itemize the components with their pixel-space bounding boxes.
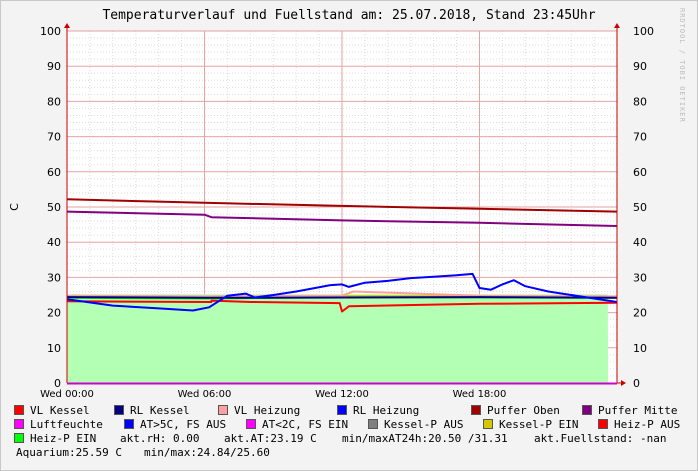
y-tick-label-left: 80 [47,95,61,108]
series-line-puffer-oben [66,198,618,213]
y-tick-label-left: 20 [47,307,61,320]
y-tick-label-left: 90 [47,60,61,73]
legend-item-kessel-p-aus: Kessel-P AUS [368,418,463,432]
legend-swatch [114,405,124,415]
series-line-rl-heizung [66,272,618,312]
stat-minmax-aquarium: min/max:24.84/25.60 [144,446,270,459]
legend-swatch [598,419,608,429]
stat-fuellstand: akt.Fuellstand: -nan [534,432,667,445]
x-tick-label: Wed 18:00 [453,389,507,400]
legend-item-heiz-p-aus: Heiz-P AUS [598,418,680,432]
legend: VL Kessel RL Kessel VL Heizung RL Heizun… [14,404,694,460]
y-tick-label-left: 70 [47,131,61,144]
y-tick-label-right: 50 [633,201,647,214]
legend-item-rl-kessel: RL Kessel [114,404,190,418]
legend-row-1: VL Kessel RL Kessel VL Heizung RL Heizun… [14,404,694,418]
legend-label: RL Kessel [130,404,190,417]
series-line-vl-kessel [66,299,618,313]
legend-item-vl-heizung: VL Heizung [218,404,300,418]
y-tick-label-left: 60 [47,166,61,179]
stat-aquarium: Aquarium:25.59 C [16,446,122,459]
legend-label: Luftfeuchte [30,418,103,431]
y-tick-label-right: 100 [633,25,654,38]
legend-label: VL Kessel [30,404,90,417]
legend-swatch [337,405,347,415]
y-tick-label-right: 30 [633,271,647,284]
legend-label: Puffer Oben [487,404,560,417]
legend-swatch [14,433,24,443]
legend-item-kessel-p-ein: Kessel-P EIN [483,418,578,432]
legend-label: Puffer Mitte [598,404,678,417]
y-axis-arrow-left [64,23,70,28]
legend-label: Heiz-P AUS [614,418,681,431]
y-tick-label-right: 0 [633,377,640,390]
series-area-luftfeuchte [67,294,609,383]
legend-label: RL Heizung [353,404,420,417]
series-line-rl-kessel [66,296,618,299]
stat-relative-humidity: akt.rH: 0.00 [120,432,200,445]
x-axis-arrow [621,380,626,386]
legend-item-at-gt-5c: AT>5C, FS AUS [124,418,226,432]
legend-swatch [471,405,481,415]
legend-swatch [14,405,24,415]
x-tick-label: Wed 12:00 [315,389,369,400]
legend-label: AT>5C, FS AUS [140,418,227,431]
legend-item-puffer-oben: Puffer Oben [471,404,560,418]
y-tick-label-left: 50 [47,201,61,214]
legend-row-3: Heiz-P EIN akt.rH: 0.00 akt.AT:23.19 C m… [14,432,694,446]
chart-area: 0 0 10 10 20 20 30 30 40 40 50 50 60 60 70 70 80 80 90 90 10… [8,23,654,400]
series-line-vl-heizung [66,290,618,298]
y-tick-label-right: 60 [633,166,647,179]
legend-swatch [483,419,493,429]
legend-swatch [14,419,24,429]
legend-swatch [218,405,228,415]
y-tick-label-right: 10 [633,342,647,355]
legend-swatch [582,405,592,415]
y-tick-label-left: 0 [54,377,61,390]
x-tick-label: Wed 06:00 [178,389,232,400]
y-axis-label: C [8,203,21,211]
y-tick-label-right: 20 [633,307,647,320]
y-axis-arrow-right [614,23,620,28]
legend-item-luftfeuchte: Luftfeuchte [14,418,103,432]
watermark: RRDTOOL / TOBI OETIKER [678,8,686,123]
legend-item-heiz-p-ein: Heiz-P EIN [14,432,96,446]
legend-swatch [124,419,134,429]
y-tick-label-left: 30 [47,271,61,284]
legend-item-rl-heizung: RL Heizung [337,404,419,418]
legend-item-puffer-mitte: Puffer Mitte [582,404,677,418]
legend-row-2: Luftfeuchte AT>5C, FS AUS AT<2C, FS EIN … [14,418,694,432]
legend-item-at-lt-2c: AT<2C, FS EIN [246,418,348,432]
series-line-puffer-mitte [66,210,618,227]
x-tick-label: Wed 00:00 [40,389,94,400]
y-tick-label-right: 90 [633,60,647,73]
legend-label: Kessel-P AUS [384,418,464,431]
y-tick-label-left: 40 [47,236,61,249]
legend-item-vl-kessel: VL Kessel [14,404,90,418]
stat-outside-temp: akt.AT:23.19 C [224,432,317,445]
y-tick-label-right: 70 [633,131,647,144]
y-tick-label-right: 80 [633,95,647,108]
chart-title: Temperaturverlauf und Fuellstand am: 25.… [102,8,596,23]
legend-label: AT<2C, FS EIN [262,418,349,431]
legend-label: Kessel-P EIN [499,418,579,431]
y-tick-label-left: 100 [40,25,61,38]
legend-swatch [246,419,256,429]
legend-label: VL Heizung [234,404,301,417]
legend-label: Heiz-P EIN [30,432,97,445]
y-tick-label-right: 40 [633,236,647,249]
y-tick-label-left: 10 [47,342,61,355]
legend-swatch [368,419,378,429]
stat-minmax-outside-temp: min/maxAT24h:20.50 /31.31 [342,432,508,445]
legend-row-4: Aquarium:25.59 C min/max:24.84/25.60 [14,446,694,460]
